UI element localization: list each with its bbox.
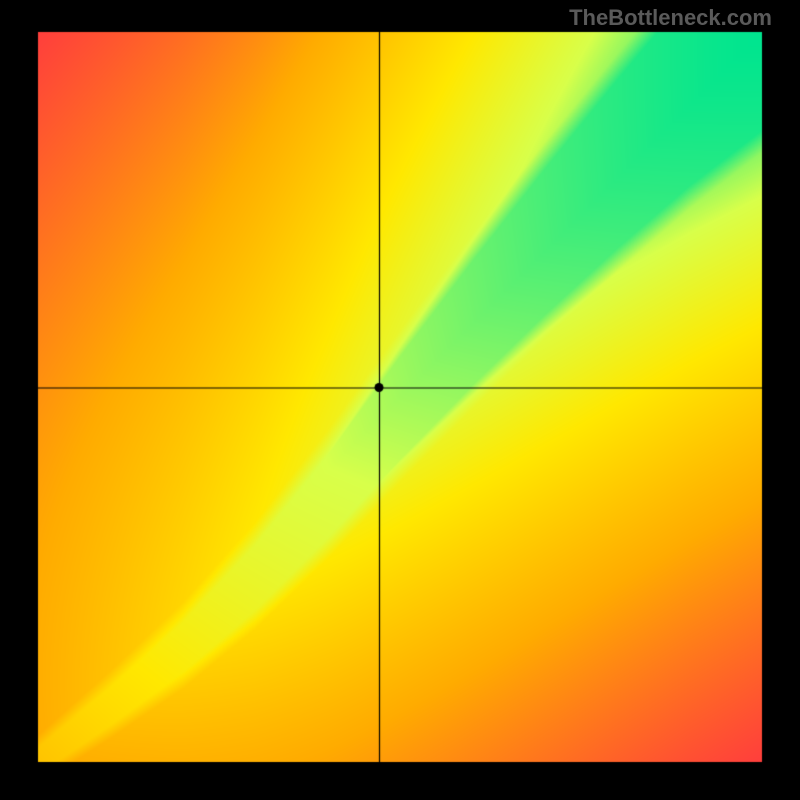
watermark-text: TheBottleneck.com — [569, 5, 772, 31]
chart-container: TheBottleneck.com — [0, 0, 800, 800]
bottleneck-heatmap — [0, 0, 800, 800]
